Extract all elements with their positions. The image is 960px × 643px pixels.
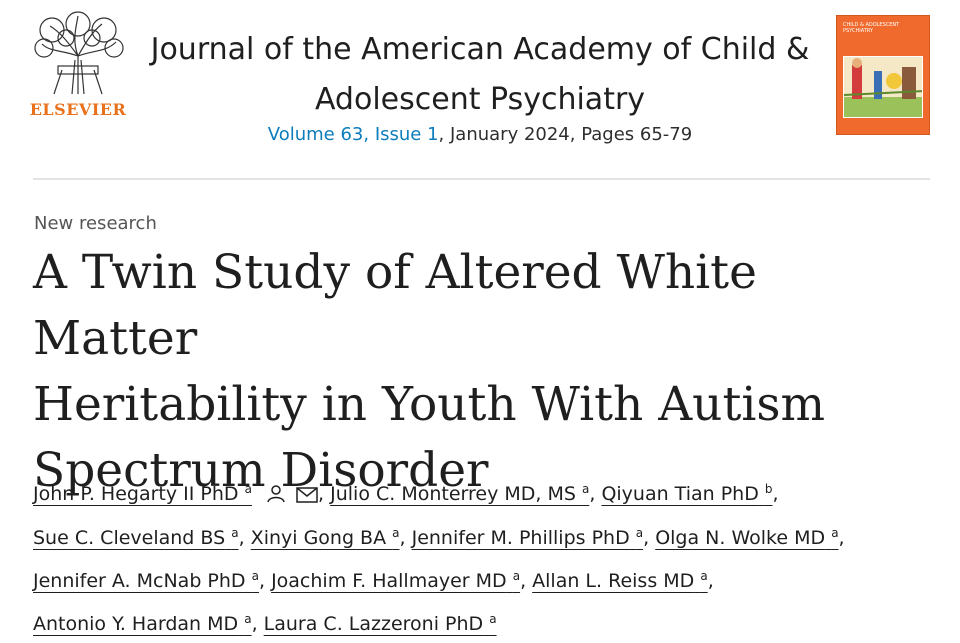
article-title-line-3: Spectrum Disorder: [33, 443, 489, 498]
author-link[interactable]: Julio C. Monterrey MD, MS a: [330, 482, 590, 505]
article-type-label: New research: [34, 213, 157, 234]
article-title-line-1: A Twin Study of Altered White Matter: [33, 245, 757, 366]
author-link[interactable]: John P. Hegarty II PhD a: [33, 482, 252, 505]
article-title-line-2: Heritability in Youth With Autism: [33, 377, 826, 432]
article-title: A Twin Study of Altered White Matter Her…: [33, 240, 933, 504]
author-contact-icons: [262, 476, 318, 514]
affiliation-marker: a: [831, 525, 839, 540]
author-link[interactable]: Sue C. Cleveland BS a: [33, 525, 239, 549]
author-link[interactable]: Laura C. Lazzeroni PhD a: [263, 611, 497, 635]
journal-header: ELSEVIER Journal of the American Academy…: [0, 0, 960, 180]
affiliation-marker: a: [244, 611, 252, 626]
cover-artwork: [843, 56, 923, 118]
author-link[interactable]: Antonio Y. Hardan MD a: [33, 611, 252, 635]
affiliation-marker: a: [392, 525, 400, 540]
header-divider: [33, 178, 930, 180]
affiliation-marker: b: [764, 482, 773, 496]
author-link[interactable]: Qiyuan Tian PhD b: [601, 482, 773, 505]
author-link[interactable]: Jennifer M. Phillips PhD a: [411, 525, 644, 549]
issue-info: Volume 63, Issue 1, January 2024, Pages …: [130, 124, 830, 145]
cover-title: CHILD & ADOLESCENT PSYCHIATRY: [843, 22, 900, 34]
affiliation-marker: a: [512, 568, 521, 583]
tree-logo-icon: [34, 11, 124, 95]
envelope-icon[interactable]: [296, 486, 318, 504]
journal-title-line-1: Journal of the American Academy of Child…: [150, 32, 810, 67]
publisher-wordmark: ELSEVIER: [29, 100, 127, 119]
affiliation-marker: a: [635, 525, 644, 540]
person-icon[interactable]: [266, 484, 286, 504]
affiliation-marker: a: [581, 482, 590, 496]
affiliation-marker: a: [700, 568, 708, 583]
volume-issue-link[interactable]: Volume 63, Issue 1: [267, 124, 439, 145]
elsevier-logo[interactable]: ELSEVIER: [28, 10, 128, 120]
author-link[interactable]: Jennifer A. McNab PhD a: [33, 568, 259, 592]
journal-title-line-2: Adolescent Psychiatry: [314, 82, 646, 117]
journal-title[interactable]: Journal of the American Academy of Child…: [130, 25, 830, 125]
journal-cover-thumbnail[interactable]: CHILD & ADOLESCENT PSYCHIATRY: [836, 15, 930, 135]
affiliation-marker: a: [489, 611, 497, 626]
author-link[interactable]: Olga N. Wolke MD a: [655, 525, 839, 549]
affiliation-marker: a: [231, 525, 239, 540]
date-pages: , January 2024, Pages 65-79: [438, 124, 693, 145]
author-link[interactable]: Allan L. Reiss MD a: [532, 568, 708, 592]
affiliation-marker: a: [251, 568, 259, 583]
author-list: John P. Hegarty II PhD a , Julio C. Mont…: [33, 470, 933, 643]
author-link[interactable]: Xinyi Gong BA a: [250, 525, 400, 549]
author-link[interactable]: Joachim F. Hallmayer MD a: [271, 568, 521, 592]
affiliation-marker: a: [244, 482, 252, 496]
